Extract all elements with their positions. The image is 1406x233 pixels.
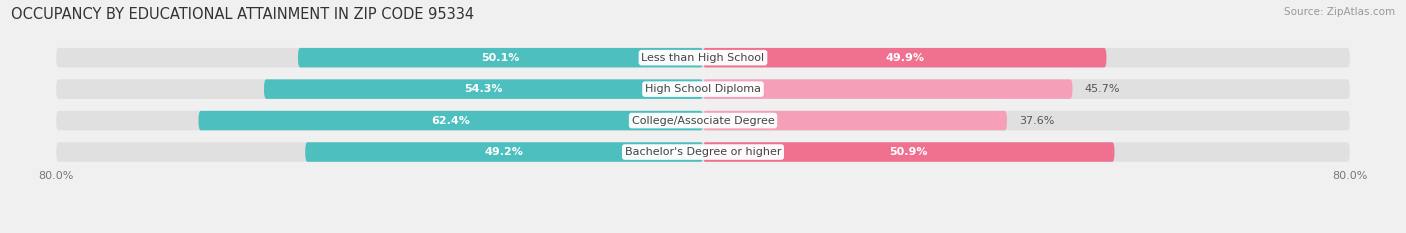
FancyBboxPatch shape: [305, 142, 703, 162]
Text: College/Associate Degree: College/Associate Degree: [631, 116, 775, 126]
FancyBboxPatch shape: [56, 142, 1350, 162]
Text: OCCUPANCY BY EDUCATIONAL ATTAINMENT IN ZIP CODE 95334: OCCUPANCY BY EDUCATIONAL ATTAINMENT IN Z…: [11, 7, 474, 22]
Text: 49.9%: 49.9%: [886, 53, 924, 63]
Text: 37.6%: 37.6%: [1019, 116, 1054, 126]
FancyBboxPatch shape: [298, 48, 703, 67]
FancyBboxPatch shape: [264, 79, 703, 99]
Text: 54.3%: 54.3%: [464, 84, 503, 94]
FancyBboxPatch shape: [703, 79, 1073, 99]
FancyBboxPatch shape: [56, 79, 1350, 99]
Text: Less than High School: Less than High School: [641, 53, 765, 63]
FancyBboxPatch shape: [56, 48, 1350, 67]
Text: 62.4%: 62.4%: [432, 116, 470, 126]
Text: Source: ZipAtlas.com: Source: ZipAtlas.com: [1284, 7, 1395, 17]
Text: 50.1%: 50.1%: [481, 53, 520, 63]
Text: 45.7%: 45.7%: [1084, 84, 1121, 94]
FancyBboxPatch shape: [56, 111, 1350, 130]
FancyBboxPatch shape: [703, 48, 1107, 67]
Text: Bachelor's Degree or higher: Bachelor's Degree or higher: [624, 147, 782, 157]
FancyBboxPatch shape: [703, 111, 1007, 130]
Text: 49.2%: 49.2%: [485, 147, 523, 157]
Text: 50.9%: 50.9%: [890, 147, 928, 157]
FancyBboxPatch shape: [703, 142, 1115, 162]
Text: High School Diploma: High School Diploma: [645, 84, 761, 94]
FancyBboxPatch shape: [198, 111, 703, 130]
